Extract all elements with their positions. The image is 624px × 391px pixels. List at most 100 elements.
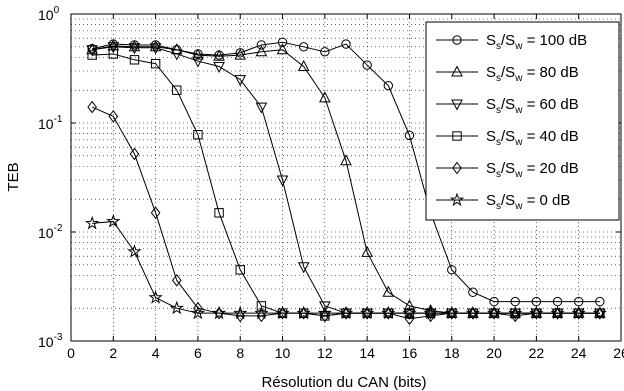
data-point bbox=[571, 305, 586, 320]
data-point bbox=[108, 49, 119, 59]
data-point bbox=[447, 265, 457, 275]
data-point bbox=[360, 305, 375, 320]
x-tick-label: 12 bbox=[317, 345, 333, 361]
x-axis-label: Résolution du CAN (bits) bbox=[261, 374, 426, 391]
legend-label: Ss/Sw = 20 dB bbox=[486, 160, 579, 180]
data-point bbox=[297, 59, 310, 71]
x-tick-label: 6 bbox=[194, 345, 202, 361]
x-tick-label: 16 bbox=[402, 345, 418, 361]
data-point bbox=[150, 206, 161, 220]
y-tick-labels: 100 10-1 10-2 10-3 bbox=[38, 5, 63, 350]
data-point bbox=[87, 100, 97, 114]
data-point bbox=[129, 55, 140, 65]
data-point bbox=[149, 40, 162, 52]
legend-entry: Ss/Sw = 100 dB bbox=[436, 32, 587, 52]
legend-label: Ss/Sw = 100 dB bbox=[486, 32, 587, 52]
data-point bbox=[172, 85, 182, 95]
legend-label: Ss/Sw = 40 dB bbox=[486, 128, 579, 148]
data-point bbox=[550, 305, 565, 320]
y-tick-label: 10-1 bbox=[38, 114, 63, 132]
x-tick-label: 22 bbox=[529, 345, 545, 361]
x-tick-label: 24 bbox=[571, 345, 587, 361]
data-point bbox=[465, 305, 481, 320]
x-tick-label: 26 bbox=[613, 345, 624, 361]
x-tick-label: 4 bbox=[152, 345, 160, 361]
data-point bbox=[234, 48, 247, 60]
y-tick-label: 10-2 bbox=[38, 223, 63, 241]
axis-ticks bbox=[70, 13, 622, 342]
data-point bbox=[424, 304, 437, 316]
y-tick-label: 100 bbox=[38, 5, 60, 23]
x-tick-label: 14 bbox=[359, 345, 375, 361]
legend-entry: Ss/Sw = 40 dB bbox=[436, 128, 579, 148]
data-point bbox=[319, 91, 331, 103]
data-point bbox=[341, 39, 351, 49]
data-point bbox=[193, 301, 203, 315]
y-tick-label: 10-3 bbox=[38, 332, 63, 350]
plot-frame bbox=[70, 13, 622, 342]
data-point bbox=[382, 285, 395, 297]
x-tick-labels: 02468101214161820222426 bbox=[67, 345, 624, 361]
data-point bbox=[277, 37, 288, 48]
data-point bbox=[106, 213, 121, 228]
legend-marker bbox=[452, 131, 462, 141]
data-point bbox=[234, 75, 247, 87]
data-point bbox=[298, 42, 309, 52]
legend-label: Ss/Sw = 60 dB bbox=[486, 96, 579, 116]
data-point bbox=[129, 147, 140, 161]
data-point bbox=[403, 299, 416, 311]
data-point bbox=[340, 154, 352, 166]
data-point bbox=[338, 305, 354, 320]
data-point bbox=[150, 58, 161, 69]
data-point bbox=[319, 301, 331, 313]
data-point bbox=[235, 265, 245, 275]
data-point bbox=[128, 43, 141, 55]
data-point bbox=[444, 305, 459, 320]
series-star bbox=[85, 213, 607, 320]
series-group bbox=[85, 37, 607, 326]
legend-entry: Ss/Sw = 0 dB bbox=[436, 192, 570, 212]
data-point bbox=[170, 49, 183, 61]
legend: Ss/Sw = 100 dB Ss/Sw = 80 dB Ss/Sw = 60 dB… bbox=[425, 21, 620, 221]
legend-marker bbox=[449, 192, 465, 207]
data-point bbox=[486, 305, 502, 320]
data-point bbox=[213, 61, 225, 74]
data-point bbox=[127, 244, 142, 258]
data-point bbox=[592, 305, 607, 320]
data-point bbox=[468, 287, 478, 297]
data-point bbox=[171, 274, 182, 287]
data-point bbox=[107, 42, 120, 54]
data-point bbox=[192, 48, 204, 60]
data-point bbox=[254, 305, 269, 320]
data-point bbox=[85, 215, 100, 230]
y-axis-label: TEB bbox=[5, 162, 22, 191]
legend-marker bbox=[452, 35, 462, 45]
legend-label: Ss/Sw = 0 dB bbox=[486, 192, 570, 212]
data-point bbox=[211, 305, 227, 320]
data-point bbox=[383, 80, 394, 91]
legend-entry: Ss/Sw = 80 dB bbox=[436, 64, 579, 84]
legend-marker bbox=[451, 65, 463, 77]
data-point bbox=[529, 305, 544, 320]
legend-label: Ss/Sw = 80 dB bbox=[486, 64, 579, 84]
grid bbox=[71, 14, 621, 341]
x-tick-label: 0 bbox=[67, 345, 75, 361]
data-point bbox=[296, 305, 311, 320]
x-tick-label: 8 bbox=[236, 345, 244, 361]
series-line bbox=[92, 220, 600, 314]
data-point bbox=[276, 43, 289, 55]
data-point bbox=[214, 208, 224, 218]
legend-marker bbox=[451, 99, 463, 111]
data-point bbox=[362, 60, 372, 70]
data-point bbox=[190, 305, 206, 320]
x-tick-label: 20 bbox=[486, 345, 502, 361]
data-point bbox=[404, 130, 415, 141]
x-tick-label: 2 bbox=[109, 345, 117, 361]
data-point bbox=[169, 300, 184, 315]
data-point bbox=[402, 305, 417, 320]
data-point bbox=[149, 43, 162, 55]
data-point bbox=[255, 45, 268, 57]
data-point bbox=[193, 130, 203, 140]
legend-box bbox=[425, 21, 620, 221]
data-point bbox=[148, 290, 163, 304]
